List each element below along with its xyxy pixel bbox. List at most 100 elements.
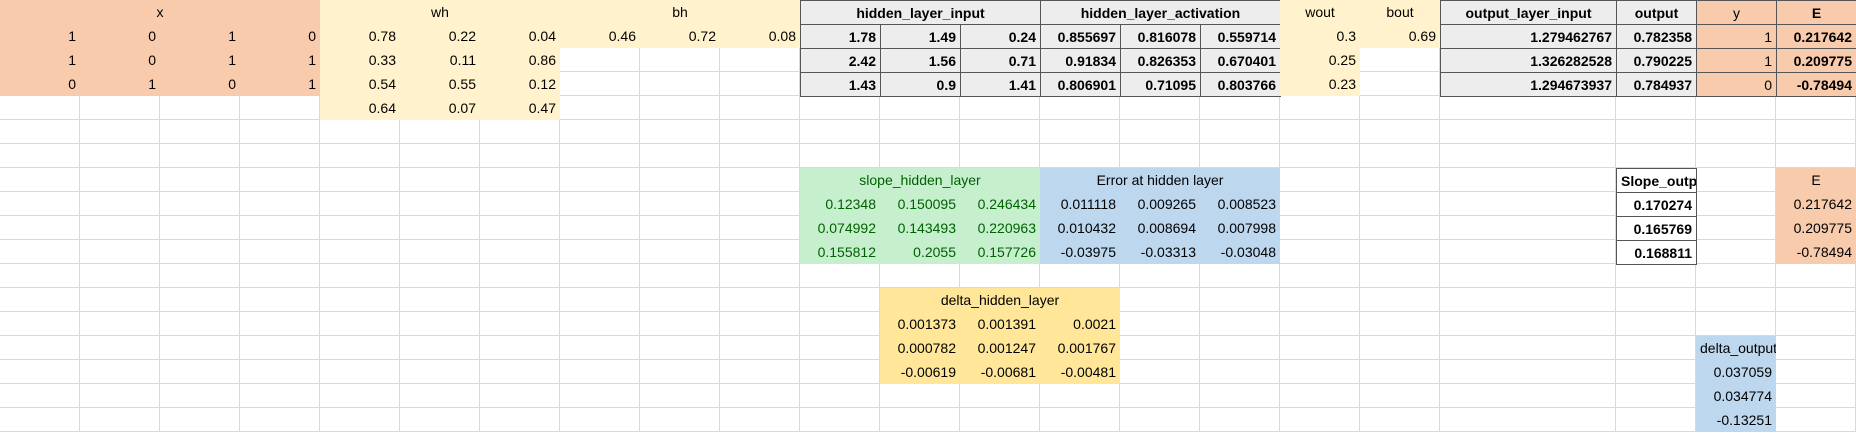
output-layer-input-cell: 1.294673937 — [1440, 72, 1617, 97]
grid-cell — [480, 264, 560, 288]
delta-output-cell: 0.034774 — [1696, 384, 1776, 408]
grid-cell — [320, 264, 400, 288]
grid-cell — [400, 216, 480, 240]
grid-cell — [1360, 168, 1440, 192]
grid-cell — [1200, 120, 1280, 144]
grid-cell — [720, 72, 800, 96]
grid-cell — [1360, 336, 1440, 360]
grid-cell — [480, 168, 560, 192]
grid-cell — [1696, 120, 1776, 144]
grid-cell — [1440, 96, 1616, 120]
grid-cell — [80, 360, 160, 384]
grid-cell — [800, 120, 880, 144]
slope-hidden-layer-cell: 0.12348 — [800, 192, 880, 216]
grid-cell — [480, 120, 560, 144]
grid-cell — [1040, 264, 1120, 288]
wout-cell: 0.3 — [1280, 24, 1360, 48]
grid-cell — [1696, 312, 1776, 336]
grid-cell — [240, 192, 320, 216]
x-cell: 0 — [160, 72, 240, 96]
grid-cell — [1776, 288, 1856, 312]
slope-hidden-layer-cell: 0.074992 — [800, 216, 880, 240]
grid-cell — [320, 288, 400, 312]
y-cell: 1 — [1696, 48, 1777, 73]
grid-cell — [1040, 96, 1120, 120]
grid-cell — [960, 96, 1040, 120]
grid-cell — [960, 120, 1040, 144]
wh-cell: 0.11 — [400, 48, 480, 72]
hidden-layer-activation-cell: 0.670401 — [1200, 48, 1281, 73]
grid-cell — [560, 144, 640, 168]
grid-cell — [640, 120, 720, 144]
grid-cell — [80, 240, 160, 264]
grid-cell — [640, 360, 720, 384]
x-header: x — [0, 0, 320, 24]
grid-cell — [0, 168, 80, 192]
grid-cell — [240, 384, 320, 408]
grid-cell — [1360, 192, 1440, 216]
grid-cell — [1280, 336, 1360, 360]
grid-cell — [240, 408, 320, 432]
grid-cell — [720, 264, 800, 288]
grid-cell — [1696, 168, 1776, 192]
x-cell: 1 — [0, 24, 80, 48]
grid-cell — [800, 408, 880, 432]
grid-cell — [320, 144, 400, 168]
grid-cell — [1776, 312, 1856, 336]
grid-cell — [80, 384, 160, 408]
grid-cell — [1440, 120, 1616, 144]
slope-hidden-layer-cell: 0.157726 — [960, 240, 1040, 264]
output-cell: 0.790225 — [1616, 48, 1697, 73]
slope-hidden-layer-header: slope_hidden_layer — [800, 168, 1040, 192]
y-header: y — [1696, 0, 1777, 25]
grid-cell — [800, 144, 880, 168]
hidden-layer-activation-cell: 0.91834 — [1040, 48, 1121, 73]
output-layer-input-cell: 1.279462767 — [1440, 24, 1617, 49]
grid-cell — [1440, 216, 1616, 240]
grid-cell — [240, 216, 320, 240]
x-cell: 0 — [0, 72, 80, 96]
grid-cell — [320, 216, 400, 240]
grid-cell — [1776, 408, 1856, 432]
x-cell: 1 — [80, 72, 160, 96]
grid-cell — [320, 360, 400, 384]
hidden-layer-activation-header: hidden_layer_activation — [1040, 0, 1281, 25]
wout-cell: 0.23 — [1280, 72, 1360, 96]
x-cell: 1 — [240, 48, 320, 72]
slope-hidden-layer-cell: 0.2055 — [880, 240, 960, 264]
grid-cell — [1200, 288, 1280, 312]
x-cell: 1 — [160, 48, 240, 72]
x-cell: 1 — [0, 48, 80, 72]
grid-cell — [720, 384, 800, 408]
bh-cell: 0.72 — [640, 24, 720, 48]
grid-cell — [560, 168, 640, 192]
grid-cell — [320, 120, 400, 144]
grid-cell — [640, 48, 720, 72]
grid-cell — [1440, 408, 1616, 432]
error-at-hidden-layer-cell: 0.008523 — [1200, 192, 1280, 216]
grid-cell — [400, 408, 480, 432]
grid-cell — [1200, 96, 1280, 120]
wh-cell: 0.55 — [400, 72, 480, 96]
delta-hidden-layer-header: delta_hidden_layer — [880, 288, 1120, 312]
grid-cell — [1280, 216, 1360, 240]
e-copy-cell: 0.209775 — [1776, 216, 1856, 240]
hidden-layer-input-header: hidden_layer_input — [800, 0, 1041, 25]
slope-hidden-layer-cell: 0.150095 — [880, 192, 960, 216]
grid-cell — [320, 312, 400, 336]
grid-cell — [640, 312, 720, 336]
grid-cell — [720, 96, 800, 120]
grid-cell — [560, 408, 640, 432]
grid-cell — [240, 168, 320, 192]
grid-cell — [1360, 408, 1440, 432]
grid-cell — [320, 384, 400, 408]
grid-cell — [640, 264, 720, 288]
grid-cell — [1280, 384, 1360, 408]
grid-cell — [1280, 96, 1360, 120]
hidden-layer-activation-cell: 0.855697 — [1040, 24, 1121, 49]
bout-cell: 0.69 — [1360, 24, 1440, 48]
slope-hidden-layer-cell: 0.155812 — [800, 240, 880, 264]
grid-cell — [480, 312, 560, 336]
wh-cell: 0.22 — [400, 24, 480, 48]
grid-cell — [160, 216, 240, 240]
